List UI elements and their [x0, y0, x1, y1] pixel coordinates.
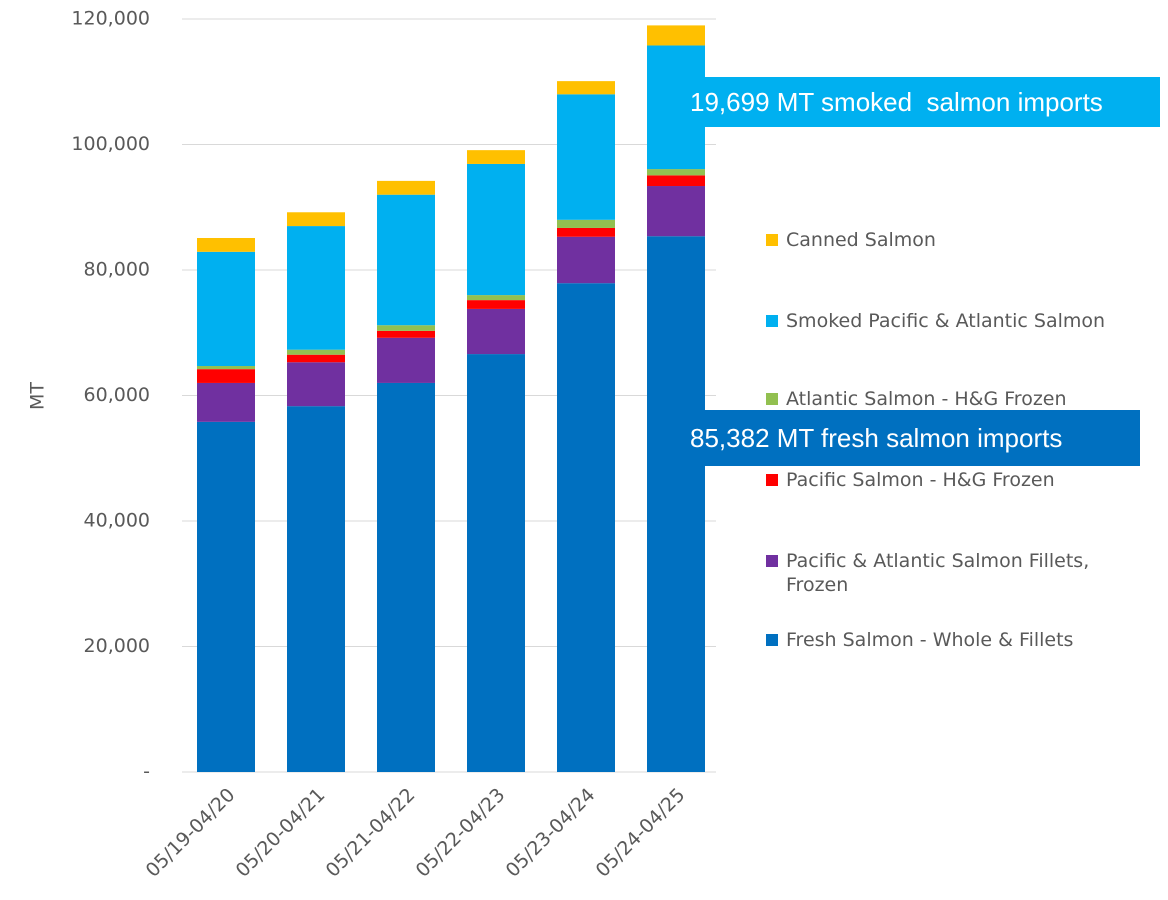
x-tick-label: 05/20-04/21	[232, 784, 330, 882]
bar-segment	[467, 150, 525, 164]
bar-segment	[467, 308, 525, 355]
x-tick-label: 05/19-04/20	[142, 784, 240, 882]
bar-segment	[647, 186, 705, 237]
bar-segment	[197, 369, 255, 383]
legend-label: Atlantic Salmon - H&G Frozen	[786, 388, 1067, 410]
bar-segment	[467, 163, 525, 296]
bar-segment	[377, 330, 435, 338]
legend-label: Pacific & Atlantic Salmon Fillets, Froze…	[786, 550, 1090, 596]
bar-segment	[197, 382, 255, 422]
bar-segment	[287, 349, 345, 355]
legend-label: Smoked Pacific & Atlantic Salmon	[786, 310, 1106, 332]
bar-segment	[647, 236, 705, 772]
bar-segment	[467, 300, 525, 309]
bar-segment	[557, 81, 615, 95]
bar-segment	[197, 366, 255, 370]
bar-segment	[557, 219, 615, 228]
legend-swatch	[766, 474, 778, 486]
bar-segment	[557, 227, 615, 237]
x-tick-label: 05/22-04/23	[412, 784, 510, 882]
legend-swatch	[766, 555, 778, 567]
bar-segment	[557, 94, 615, 220]
bar-segment	[287, 212, 345, 227]
bar-segment	[377, 325, 435, 331]
legend-swatch	[766, 393, 778, 405]
bar-segment	[647, 169, 705, 176]
annotation: 85,382 MT fresh salmon imports	[676, 410, 1140, 466]
bar-segment	[197, 237, 255, 252]
y-tick-label: 60,000	[84, 384, 150, 406]
legend-item: Pacific & Atlantic Salmon Fillets, Froze…	[766, 549, 1126, 597]
bar-segment	[467, 295, 525, 301]
bar-segment	[647, 175, 705, 187]
y-axis-label: MT	[27, 382, 49, 410]
bar-segment	[377, 194, 435, 326]
bar-segment	[467, 354, 525, 772]
x-tick-label: 05/24-04/25	[592, 784, 690, 882]
bar-segment	[197, 421, 255, 772]
legend-item: Atlantic Salmon - H&G Frozen	[766, 387, 1126, 411]
y-tick-label: 100,000	[71, 133, 150, 155]
bar-segment	[287, 406, 345, 772]
y-tick-label: 40,000	[84, 510, 150, 532]
bar-segment	[287, 362, 345, 407]
legend-swatch	[766, 234, 778, 246]
bar-segment	[287, 354, 345, 363]
x-tick-label: 05/23-04/24	[502, 784, 600, 882]
legend-swatch	[766, 315, 778, 327]
bar-segment	[557, 283, 615, 772]
y-tick-label: 80,000	[84, 259, 150, 281]
bar-segment	[287, 226, 345, 350]
bar-segment	[197, 251, 255, 367]
y-tick-label: 120,000	[71, 8, 150, 30]
y-tick-label: 20,000	[84, 635, 150, 657]
legend-swatch	[766, 634, 778, 646]
bar-segment	[377, 382, 435, 772]
legend-item: Pacific Salmon - H&G Frozen	[766, 468, 1126, 492]
legend-label: Canned Salmon	[786, 229, 936, 251]
legend-item: Fresh Salmon - Whole & Fillets	[766, 628, 1126, 652]
annotation: 19,699 MT smoked salmon imports	[676, 77, 1160, 127]
y-tick-label: -	[143, 761, 150, 783]
x-tick-label: 05/21-04/22	[322, 784, 420, 882]
legend-label: Pacific Salmon - H&G Frozen	[786, 469, 1055, 491]
bar-segment	[647, 25, 705, 46]
legend-item: Canned Salmon	[766, 228, 1126, 252]
legend-label: Fresh Salmon - Whole & Fillets	[786, 629, 1074, 651]
legend-item: Smoked Pacific & Atlantic Salmon	[766, 309, 1126, 333]
bar-segment	[557, 236, 615, 284]
bar-segment	[377, 180, 435, 195]
bar-segment	[377, 337, 435, 383]
